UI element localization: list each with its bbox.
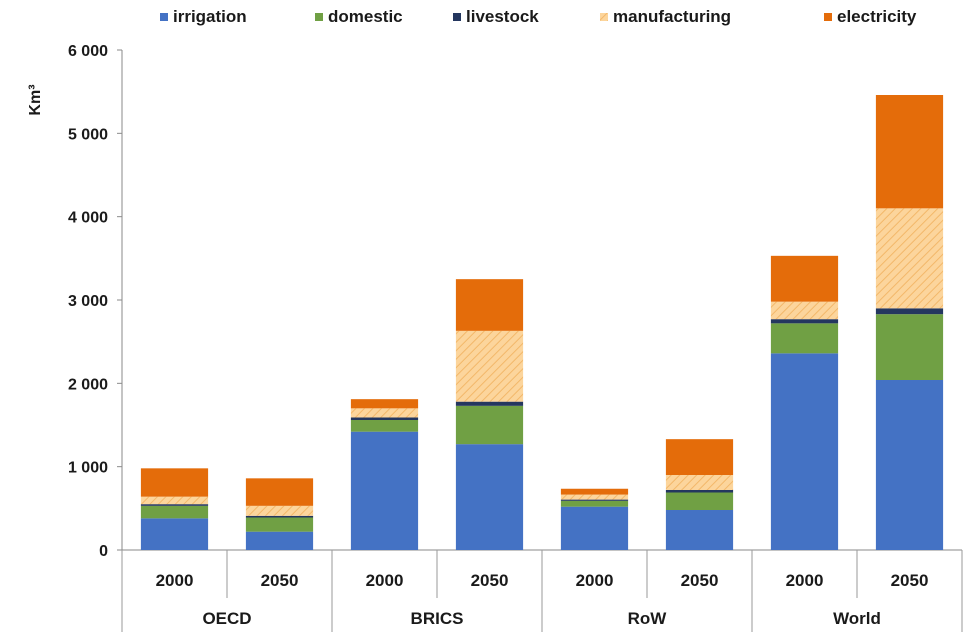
legend-item-manufacturing: manufacturing: [600, 7, 731, 26]
y-tick-label: 1 000: [68, 460, 108, 477]
legend-swatch: [600, 13, 608, 21]
group-label: BRICS: [411, 609, 464, 628]
y-tick-label: 5 000: [68, 126, 108, 143]
bar-segment-manufacturing: [245, 505, 314, 516]
legend-swatch: [315, 13, 323, 21]
bar-segment-irrigation: [665, 510, 734, 550]
legend-label: manufacturing: [613, 7, 731, 26]
bar-segment-domestic: [560, 500, 629, 507]
bar-segment-domestic: [350, 420, 419, 432]
y-tick-label: 2 000: [68, 376, 108, 393]
bar-segment-livestock: [665, 490, 734, 493]
bar-segment-electricity: [560, 488, 629, 495]
legend-label: livestock: [466, 7, 539, 26]
bar-segment-livestock: [455, 401, 524, 406]
bar-segment-electricity: [770, 255, 839, 302]
bar-segment-livestock: [875, 308, 944, 315]
bar-segment-irrigation: [875, 380, 944, 550]
bar-segment-domestic: [665, 492, 734, 510]
x-tick-label: 2050: [471, 571, 509, 590]
x-tick-label: 2050: [261, 571, 299, 590]
legend-swatch: [824, 13, 832, 21]
bar-segment-irrigation: [140, 518, 209, 550]
bar-segment-electricity: [665, 439, 734, 475]
y-tick-label: 0: [99, 543, 108, 560]
group-label: World: [833, 609, 881, 628]
bar-segment-domestic: [770, 323, 839, 354]
y-axis-label: Km³: [27, 84, 44, 115]
x-tick-label: 2000: [366, 571, 404, 590]
bar-segment-electricity: [455, 279, 524, 331]
bar-segment-irrigation: [455, 444, 524, 550]
x-tick-label: 2000: [576, 571, 614, 590]
legend-item-domestic: domestic: [315, 7, 403, 26]
bar-segment-domestic: [455, 405, 524, 445]
bar-segment-manufacturing: [350, 408, 419, 418]
legend-label: electricity: [837, 7, 917, 26]
bar-segment-irrigation: [245, 531, 314, 550]
bar-segment-livestock: [770, 319, 839, 324]
bar-segment-domestic: [140, 505, 209, 519]
bar-segment-electricity: [350, 399, 419, 409]
bar-segment-manufacturing: [455, 330, 524, 402]
legend-label: domestic: [328, 7, 403, 26]
bar-segment-livestock: [245, 515, 314, 518]
legend-swatch: [453, 13, 461, 21]
bar-segment-livestock: [140, 504, 209, 506]
bar-segment-manufacturing: [770, 301, 839, 320]
bar-segment-electricity: [245, 478, 314, 506]
legend-item-irrigation: irrigation: [160, 7, 247, 26]
bar-segment-domestic: [245, 517, 314, 532]
bar-segment-manufacturing: [140, 496, 209, 505]
group-label: OECD: [202, 609, 251, 628]
bar-segment-irrigation: [560, 506, 629, 550]
x-tick-label: 2050: [891, 571, 929, 590]
bar-segment-electricity: [875, 95, 944, 209]
bar-segment-electricity: [140, 468, 209, 497]
y-tick-label: 6 000: [68, 43, 108, 60]
bar-segment-domestic: [875, 314, 944, 380]
bar-segment-manufacturing: [875, 208, 944, 309]
y-tick-label: 3 000: [68, 293, 108, 310]
legend-label: irrigation: [173, 7, 247, 26]
bar-segment-manufacturing: [665, 475, 734, 490]
bar-segment-livestock: [350, 417, 419, 420]
legend-item-electricity: electricity: [824, 7, 917, 26]
group-label: RoW: [628, 609, 668, 628]
bar-segment-manufacturing: [560, 494, 629, 500]
bar-segment-irrigation: [770, 353, 839, 550]
y-tick-label: 4 000: [68, 210, 108, 227]
x-tick-label: 2000: [156, 571, 194, 590]
bar-segment-irrigation: [350, 431, 419, 550]
x-tick-label: 2000: [786, 571, 824, 590]
legend-item-livestock: livestock: [453, 7, 539, 26]
x-tick-label: 2050: [681, 571, 719, 590]
legend-swatch: [160, 13, 168, 21]
bar-segment-livestock: [560, 499, 629, 501]
